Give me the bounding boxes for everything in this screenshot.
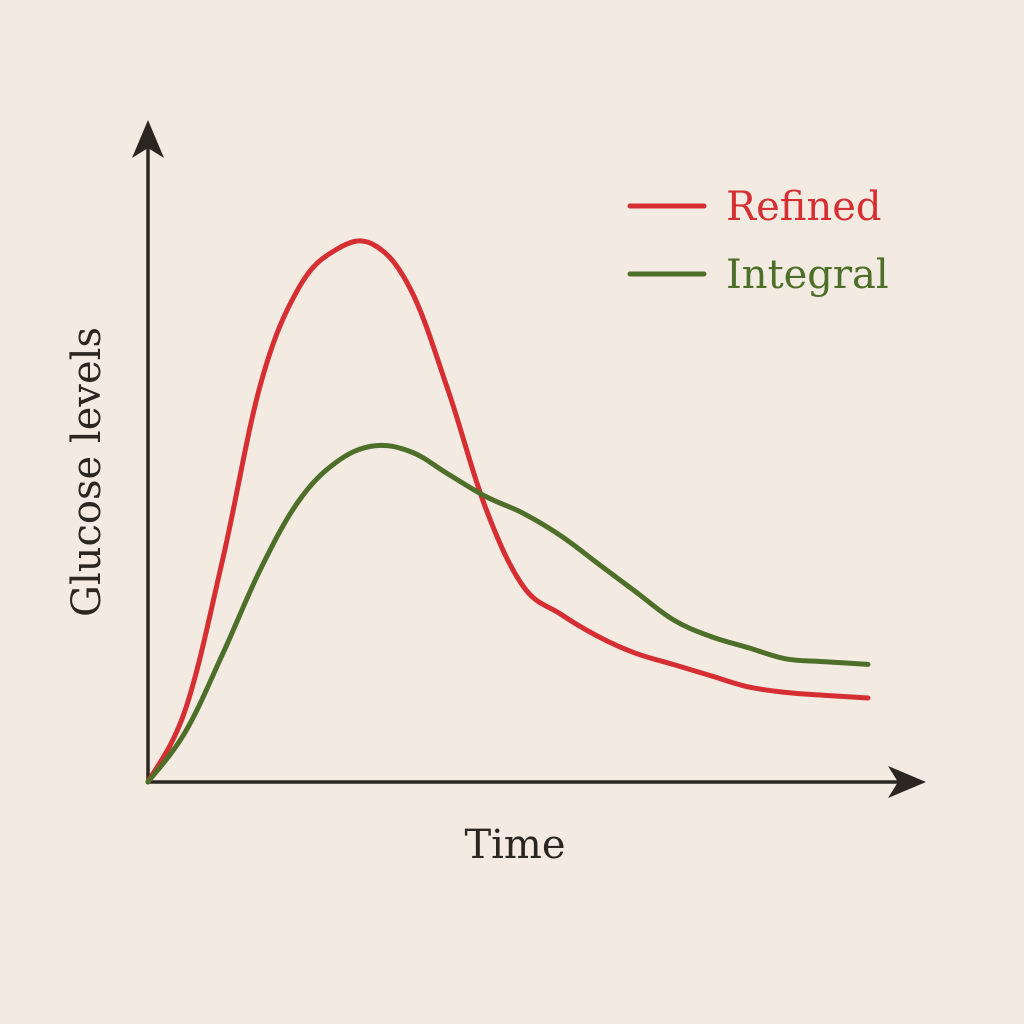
legend-item-integral[interactable]: Integral: [627, 252, 889, 298]
legend-label-integral: Integral: [726, 252, 889, 298]
x-axis-arrow-icon: [888, 766, 926, 798]
legend-item-refined[interactable]: Refined: [627, 184, 882, 230]
axes: [132, 120, 926, 798]
y-axis-arrow-icon: [132, 120, 164, 158]
x-axis-label: Time: [464, 822, 565, 868]
series-group: [145, 238, 871, 785]
y-axis-label: Glucose levels: [64, 327, 110, 617]
series-line-integral: [145, 442, 871, 785]
series-line-refined: [145, 238, 871, 785]
legend: Refined Integral: [627, 184, 889, 298]
legend-label-refined: Refined: [726, 184, 882, 230]
